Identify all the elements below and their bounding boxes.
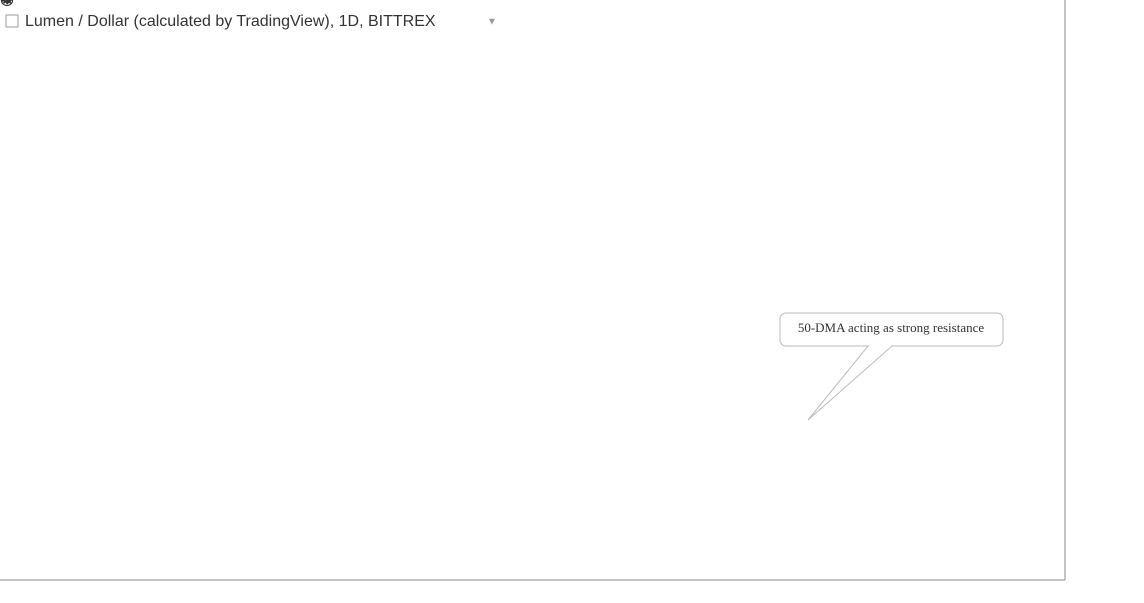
collapse-icon[interactable] bbox=[5, 14, 19, 28]
annotation-text: 50-DMA acting as strong resistance bbox=[798, 320, 985, 335]
legend-dropdown[interactable]: ▼ bbox=[0, 0, 16, 8]
dropdown-arrow[interactable]: ▼ bbox=[487, 17, 497, 28]
callout-box bbox=[779, 312, 1004, 347]
legend-icon-glyph: ◎ bbox=[0, 0, 14, 8]
plus-icon[interactable]: + bbox=[0, 0, 9, 8]
legend-icon-glyph: + bbox=[0, 0, 9, 8]
header: ▼◎⚙+×▼◎⚙+×▼◎⚙+× bbox=[0, 0, 16, 8]
legend-icon-glyph: × bbox=[0, 0, 9, 8]
legend-icon-glyph: ⚙ bbox=[0, 0, 14, 8]
axes: + bbox=[0, 0, 9, 8]
annotation: 50-DMA acting as strong resistance bbox=[779, 312, 1004, 421]
legend-icon-glyph: ◎ bbox=[0, 0, 14, 8]
legend-icon-glyph: × bbox=[0, 0, 9, 8]
legend-dropdown[interactable]: ▼ bbox=[0, 0, 16, 8]
legend-icon-glyph: ◎ bbox=[0, 0, 14, 8]
legend-icon-glyph: × bbox=[0, 0, 9, 8]
legend-dropdown[interactable]: ▼ bbox=[0, 0, 16, 8]
legend-icon-glyph: ⚙ bbox=[0, 0, 14, 8]
legend-icon-glyph: ⚙ bbox=[0, 0, 14, 8]
legend-icon-glyph: + bbox=[0, 0, 9, 8]
legend-icon-glyph: + bbox=[0, 0, 9, 8]
chart-title: Lumen / Dollar (calculated by TradingVie… bbox=[25, 13, 436, 30]
